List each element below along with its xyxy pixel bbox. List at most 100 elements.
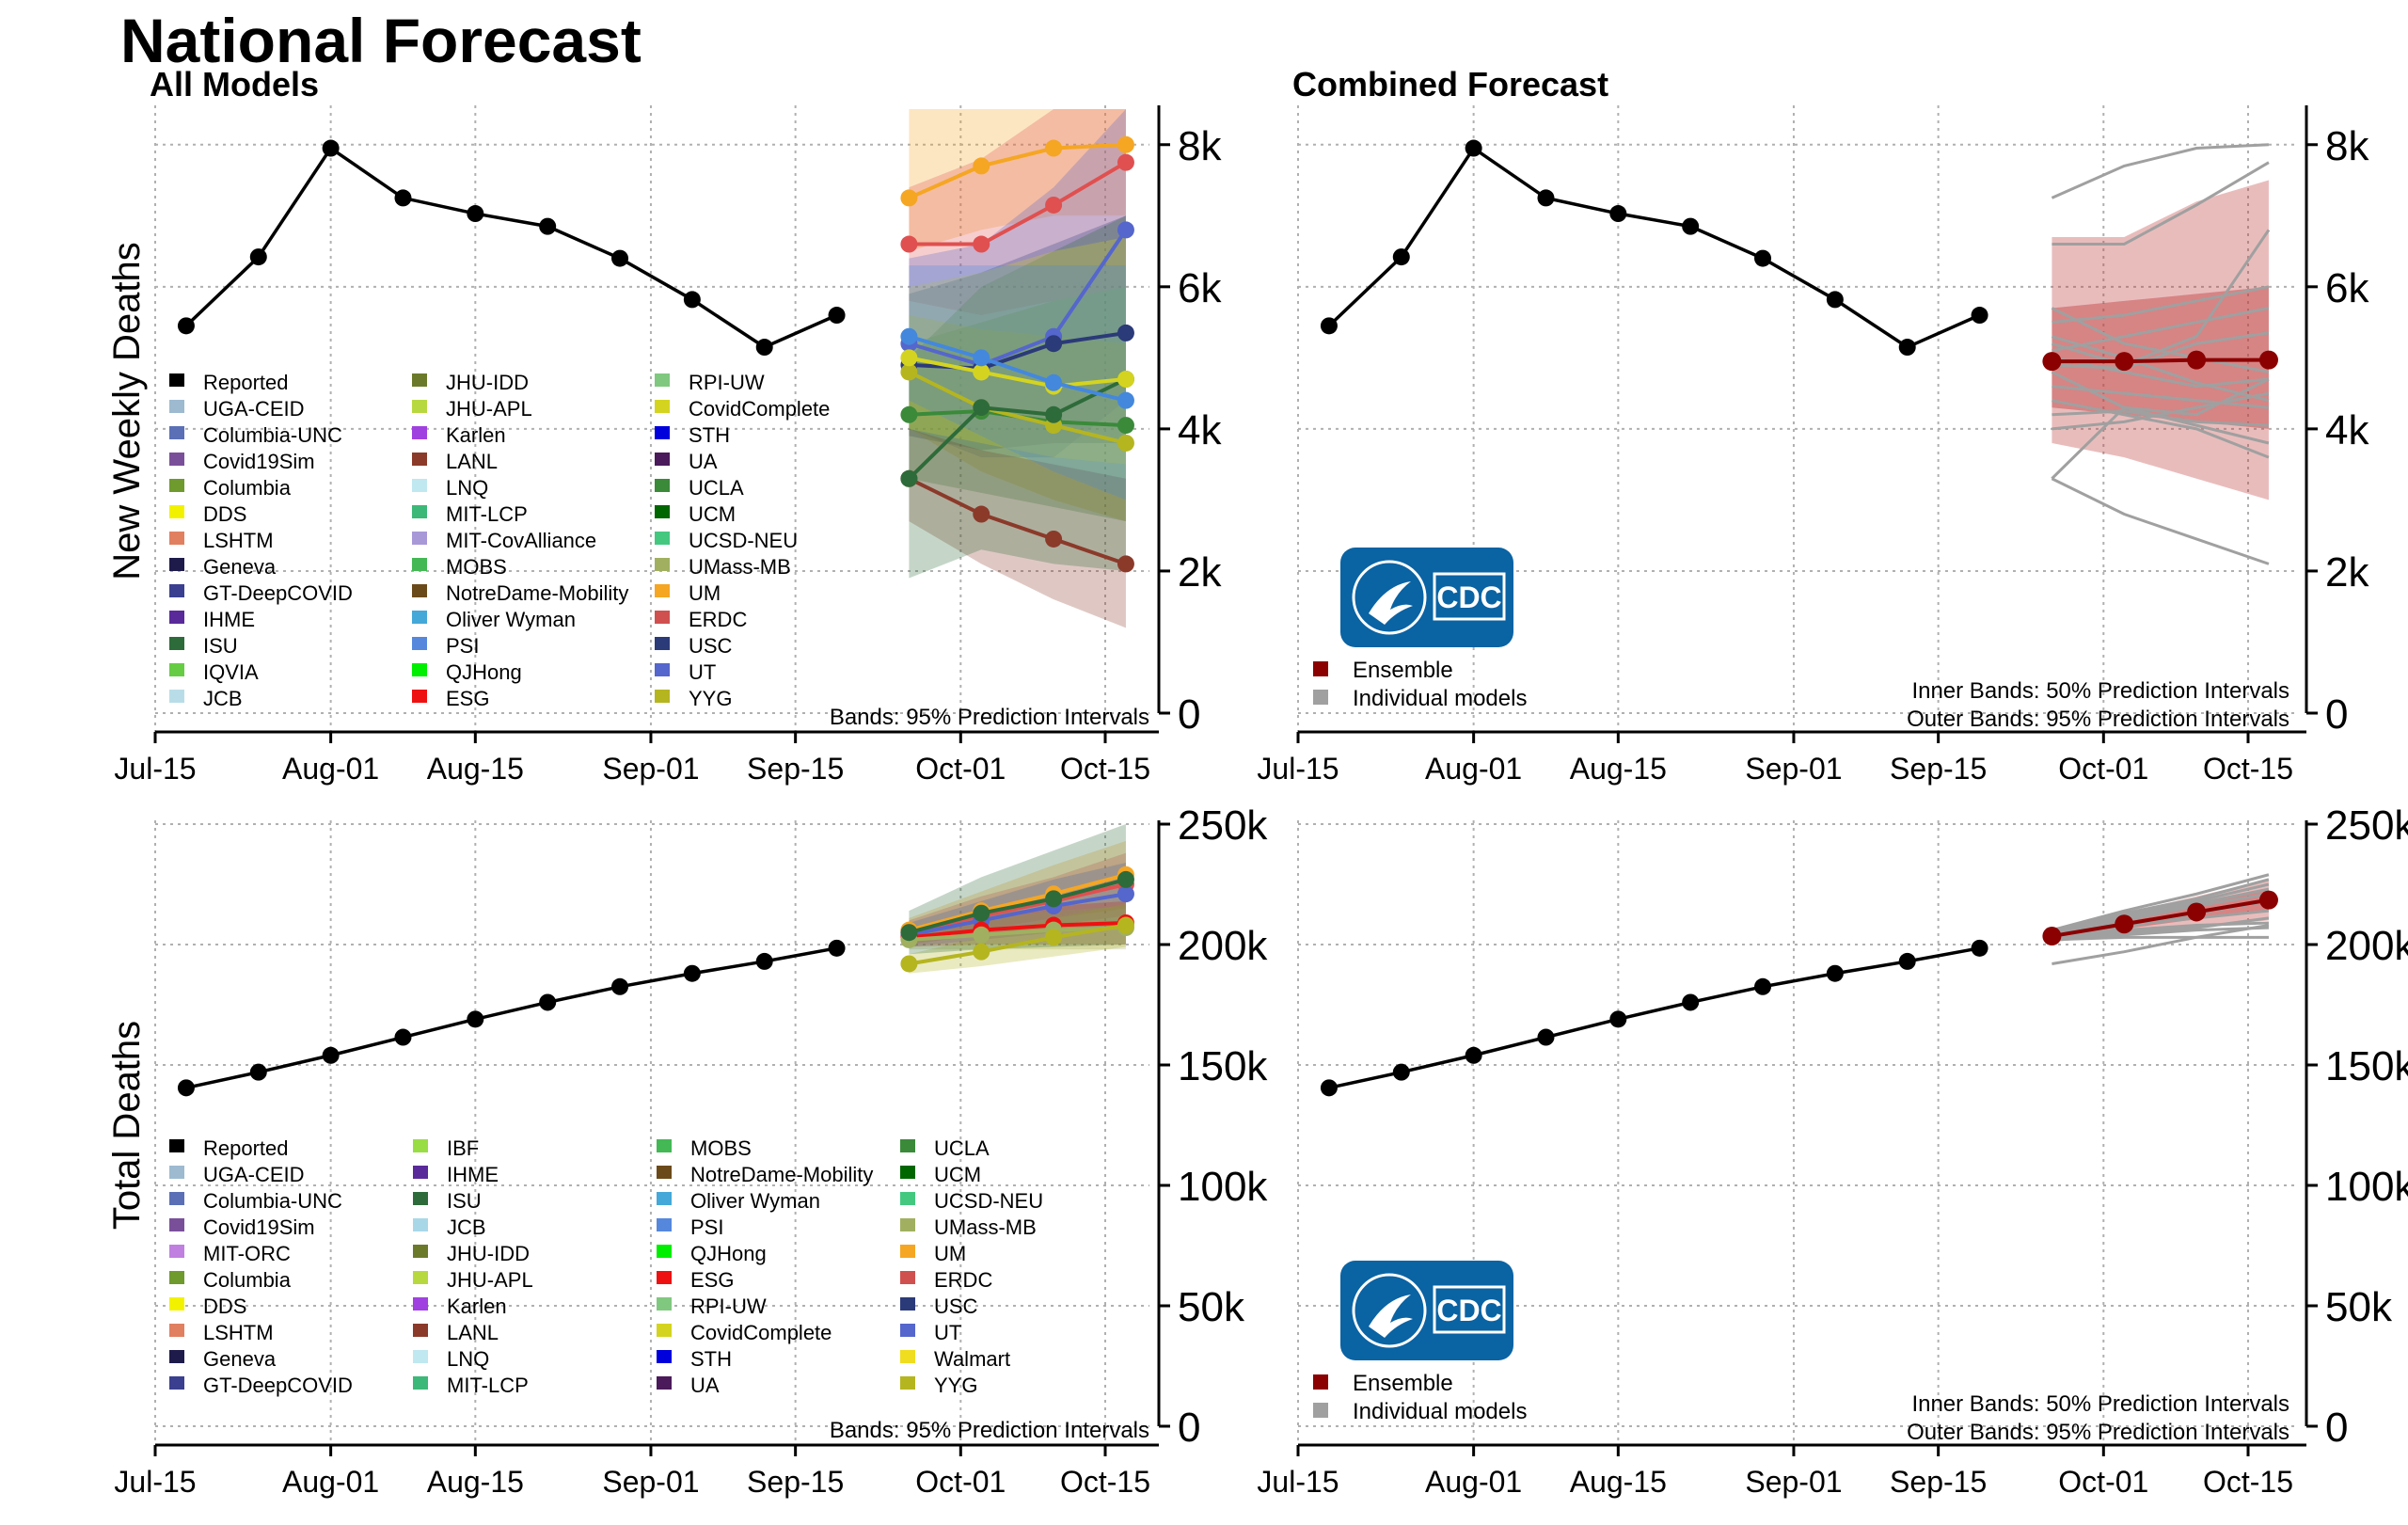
legend-swatch — [169, 1245, 184, 1258]
legend-swatch — [412, 558, 427, 571]
y-tick-label: 200k — [2325, 923, 2408, 969]
x-tick-label: Aug-15 — [1570, 1465, 1667, 1499]
legend-swatch — [657, 1297, 672, 1311]
reported-point — [467, 1010, 484, 1028]
ensemble-point — [2187, 902, 2207, 922]
ensemble-line — [2052, 898, 2270, 939]
forecast-line — [908, 334, 1127, 403]
y-tick-label: 8k — [1178, 123, 1222, 169]
legend-label-ensemble: Ensemble — [1353, 658, 1453, 683]
legend-label: Reported — [203, 1136, 289, 1160]
individual-model-line — [2052, 887, 2270, 937]
forecast-line — [909, 920, 1127, 940]
legend-label: IQVIA — [203, 660, 259, 684]
legend-swatch — [412, 663, 427, 676]
y-tick-label: 200k — [1178, 923, 1268, 969]
panel-title: All Models — [150, 65, 319, 103]
forecast-point — [973, 399, 990, 417]
ensemble-point — [2115, 352, 2134, 372]
reported-point — [1971, 307, 1988, 325]
legend-swatch — [655, 426, 670, 439]
reported-point — [755, 952, 773, 970]
reported-point — [1465, 1046, 1482, 1064]
bands-note-line: Inner Bands: 50% Prediction Intervals — [1911, 678, 2289, 704]
y-tick-label: 4k — [2325, 407, 2369, 453]
y-tick-label: 150k — [2325, 1043, 2408, 1089]
legend-swatch — [900, 1218, 915, 1231]
legend-label: PSI — [690, 1215, 723, 1239]
legend-swatch — [900, 1245, 915, 1258]
x-tick-label: Sep-01 — [602, 1465, 699, 1499]
legend-swatch — [413, 1166, 428, 1179]
forecast-point — [1117, 153, 1134, 171]
individual-model-line — [2052, 878, 2270, 934]
legend-swatch — [412, 690, 427, 703]
grid — [154, 105, 1149, 732]
forecast-point — [1117, 434, 1134, 452]
legend-swatch — [657, 1350, 672, 1363]
legend-label: UA — [690, 1374, 720, 1397]
individual-model-line — [2052, 356, 2270, 389]
forecast-point — [900, 327, 918, 345]
legend-swatch — [655, 479, 670, 492]
ensemble-forecast — [2042, 873, 2278, 965]
legend-swatch — [900, 1324, 915, 1337]
legend-swatch-ensemble — [1313, 661, 1328, 676]
reported-point — [828, 307, 846, 325]
logo-seal — [1352, 1273, 1427, 1348]
forecast-line — [908, 872, 1127, 932]
reported-line — [185, 946, 837, 1090]
logo-text: CDC — [1436, 580, 1501, 614]
legend-label: UMass-MB — [689, 555, 791, 579]
legend-swatch — [169, 584, 184, 597]
forecast-point — [900, 235, 918, 253]
reported-point — [1971, 939, 1988, 957]
legend-swatch — [169, 663, 184, 676]
legend-swatch — [412, 479, 427, 492]
reported-point — [1320, 1079, 1338, 1097]
legend-swatch — [413, 1297, 428, 1311]
legend-label: UCSD-NEU — [689, 529, 798, 552]
legend-label: MIT-CovAlliance — [446, 529, 596, 552]
reported-point — [1826, 964, 1844, 982]
logo-box — [1433, 1285, 1506, 1334]
legend-swatch — [655, 532, 670, 545]
x-axis: Jul-15 Aug-01 Aug-15 Sep-01 Sep-15 Oct-01 Oct-… — [1257, 730, 2306, 786]
legend-label: Karlen — [446, 423, 506, 447]
legend-label: JHU-IDD — [447, 1242, 530, 1265]
legend-label: JCB — [447, 1215, 486, 1239]
forecast-point — [1045, 196, 1063, 214]
legend-label: Covid19Sim — [203, 450, 315, 473]
x-tick-label: Aug-15 — [427, 752, 524, 786]
legend-swatch — [169, 1297, 184, 1311]
forecast-point — [973, 349, 990, 367]
individual-model-line — [2051, 335, 2270, 403]
legend-label: GT-DeepCOVID — [203, 1374, 353, 1397]
legend-label: Columbia-UNC — [203, 1189, 342, 1213]
reported-point — [249, 248, 267, 266]
y-tick-label: 6k — [2325, 265, 2369, 311]
legend-swatch — [169, 1139, 184, 1152]
x-tick-label: Oct-01 — [915, 1465, 1006, 1499]
legend-swatch — [900, 1297, 915, 1311]
legend-swatch — [169, 479, 184, 492]
reported-point — [1609, 1010, 1627, 1028]
bands-note-line: Inner Bands: 50% Prediction Intervals — [1911, 1391, 2289, 1417]
reported-line — [1328, 946, 1980, 1090]
forecast-point — [1045, 530, 1063, 548]
forecast-point — [1045, 929, 1063, 946]
x-tick-label: Oct-15 — [1060, 752, 1150, 786]
legend-swatch — [412, 532, 427, 545]
legend-swatch — [413, 1271, 428, 1284]
x-tick-label: Sep-15 — [747, 752, 844, 786]
legend-label: QJHong — [690, 1242, 767, 1265]
individual-model-line — [2051, 143, 2270, 199]
x-tick-label: Aug-15 — [427, 1465, 524, 1499]
reported-point — [1754, 977, 1772, 995]
legend-swatch — [657, 1192, 672, 1205]
legend-label: CovidComplete — [690, 1321, 832, 1344]
legend-swatch-ensemble — [1313, 1374, 1328, 1390]
legend-swatch — [413, 1192, 428, 1205]
reported-series — [1320, 939, 1988, 1097]
